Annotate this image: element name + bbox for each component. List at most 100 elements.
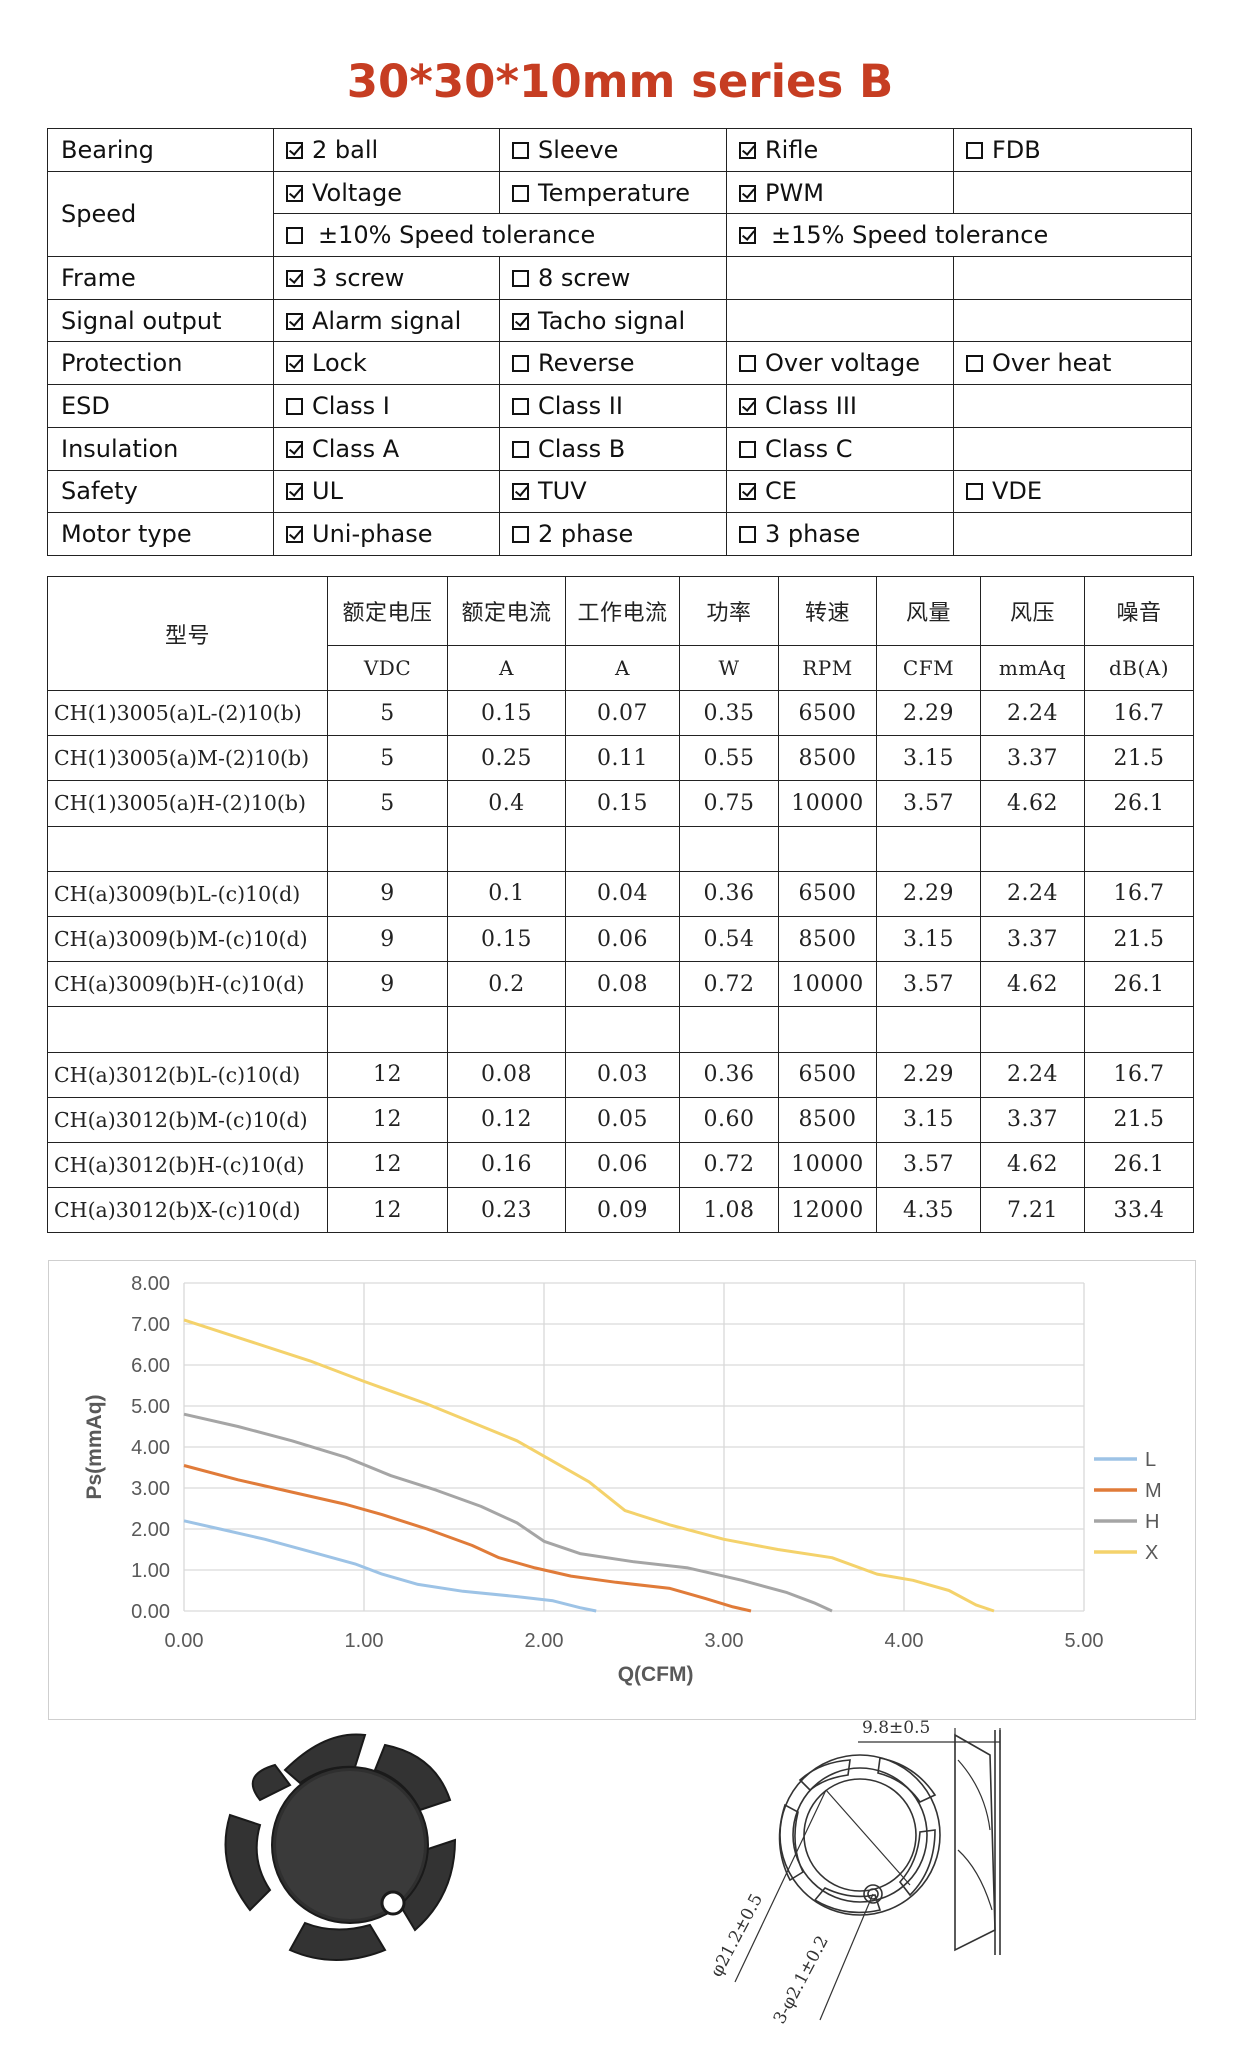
table-cell: 26.1 (1084, 780, 1194, 827)
table-cell: 0.25 (447, 735, 566, 782)
column-header: 风压 (980, 576, 1085, 646)
spec-label: ESD (47, 384, 274, 428)
y-tick-label: 4.00 (131, 1437, 170, 1459)
table-cell: 21.5 (1084, 915, 1194, 963)
spec-option: PWM (726, 170, 954, 215)
spec-label: Motor type (47, 512, 274, 556)
empty-cell (726, 298, 954, 343)
table-cell: 0.72 (679, 1141, 779, 1189)
table-cell: 0.60 (679, 1096, 779, 1143)
table-row: CH(a)3009(b)L-(c)10(d) 9 0.1 0.04 0.36 6500 2.… (47, 870, 1194, 917)
table-row: CH(a)3009(b)H-(c)10(d) 9 0.2 0.08 0.72 10000 3… (47, 961, 1194, 1008)
column-unit: RPM (778, 645, 877, 691)
table-cell: 0.15 (565, 780, 680, 827)
table-cell: 0.08 (565, 961, 680, 1008)
spec-option-label: Lock (312, 349, 367, 378)
checked-box-icon (512, 312, 529, 330)
spec-option-label: Uni-phase (312, 520, 433, 549)
spec-label: Insulation (47, 426, 274, 471)
table-cell: 4.62 (980, 961, 1085, 1008)
table-cell: 4.35 (876, 1187, 981, 1234)
spec-option-label: Class C (765, 434, 853, 463)
empty-cell (679, 1006, 779, 1053)
spec-option: Sleeve (499, 128, 727, 172)
spec-option-label: ±10% Speed tolerance (318, 221, 596, 250)
x-tick-label: 3.00 (705, 1630, 744, 1652)
empty-cell (980, 825, 1085, 872)
checked-box-icon (739, 141, 756, 159)
spec-option-label: Temperature (538, 178, 691, 207)
table-cell: 16.7 (1084, 870, 1194, 917)
unchecked-box-icon (286, 397, 303, 415)
column-header: 风量 (876, 576, 981, 646)
table-cell: 21.5 (1084, 1096, 1194, 1143)
table-cell: 26.1 (1084, 961, 1194, 1008)
table-cell: 8500 (778, 915, 877, 963)
spec-option-label: CE (765, 477, 797, 506)
table-cell: 3.15 (876, 1096, 981, 1143)
spec-option-label: Class III (765, 391, 858, 420)
series-line-L (183, 1519, 597, 1613)
table-cell: 0.23 (447, 1187, 566, 1234)
empty-cell (953, 298, 1192, 343)
table-cell: 6500 (778, 689, 877, 737)
table-row: CH(1)3005(a)M-(2)10(b) 5 0.25 0.11 0.55 8500 3… (47, 735, 1194, 782)
table-cell: 10000 (778, 780, 877, 827)
empty-cell (679, 825, 779, 872)
empty-cell (876, 1006, 981, 1053)
empty-cell (876, 825, 981, 872)
checked-box-icon (286, 355, 303, 373)
table-cell: 10000 (778, 1141, 877, 1189)
spec-label: Signal output (47, 298, 274, 343)
unchecked-box-icon (966, 355, 983, 373)
spec-row: Frame 3 screw 8 screw (47, 256, 1192, 300)
unchecked-box-icon (512, 526, 529, 544)
spec-option: 3 phase (726, 512, 954, 556)
table-cell: 5 (327, 735, 448, 782)
checked-box-icon (739, 397, 756, 415)
table-cell: 0.11 (565, 735, 680, 782)
spec-option-label: TUV (538, 477, 587, 506)
spec-option: Over voltage (726, 341, 954, 386)
table-cell: 33.4 (1084, 1187, 1194, 1234)
unchecked-box-icon (739, 526, 756, 544)
spec-option: Temperature (499, 170, 727, 215)
empty-cell (565, 1006, 680, 1053)
spec-option: Over heat (953, 341, 1192, 386)
model-name: CH(a)3012(b)X-(c)10(d) (47, 1187, 328, 1234)
empty-cell (953, 256, 1192, 300)
empty-cell (953, 384, 1192, 428)
spec-option-label: Alarm signal (312, 306, 462, 335)
empty-cell (980, 1006, 1085, 1053)
checked-box-icon (286, 184, 303, 202)
y-tick-label: 2.00 (131, 1519, 170, 1541)
table-cell: 0.36 (679, 1051, 779, 1098)
spec-label: Bearing (47, 128, 274, 172)
model-unit-row: VDC A A W RPM CFM mmAq dB(A) (48, 645, 1194, 691)
spec-option: Alarm signal (273, 298, 500, 343)
table-cell: 10000 (778, 961, 877, 1008)
table-row: CH(a)3012(b)M-(c)10(d) 12 0.12 0.05 0.60 8500… (47, 1096, 1194, 1143)
table-cell: 6500 (778, 1051, 877, 1098)
checked-box-icon (286, 141, 303, 159)
spec-label: Frame (47, 256, 274, 300)
spec-option: ±15% Speed tolerance (726, 213, 1192, 258)
table-cell: 0.05 (565, 1096, 680, 1143)
table-cell: 9 (327, 915, 448, 963)
model-name: CH(a)3009(b)H-(c)10(d) (47, 961, 328, 1008)
table-cell: 2.24 (980, 689, 1085, 737)
spec-option: Class III (726, 384, 954, 428)
legend-label: M (1145, 1480, 1162, 1502)
column-header: 功率 (679, 576, 779, 646)
spec-option-label: Class A (312, 434, 400, 463)
legend-label: X (1145, 1542, 1158, 1564)
table-cell: 0.09 (565, 1187, 680, 1234)
spec-option: Tacho signal (499, 298, 727, 343)
spec-option-label: Class B (538, 434, 626, 463)
table-cell: 12000 (778, 1187, 877, 1234)
table-row: CH(a)3012(b)L-(c)10(d) 12 0.08 0.03 0.36 6500… (47, 1051, 1194, 1098)
checked-box-icon (286, 483, 303, 501)
table-cell: 0.04 (565, 870, 680, 917)
column-unit: CFM (876, 645, 981, 691)
empty-cell (327, 1006, 448, 1053)
